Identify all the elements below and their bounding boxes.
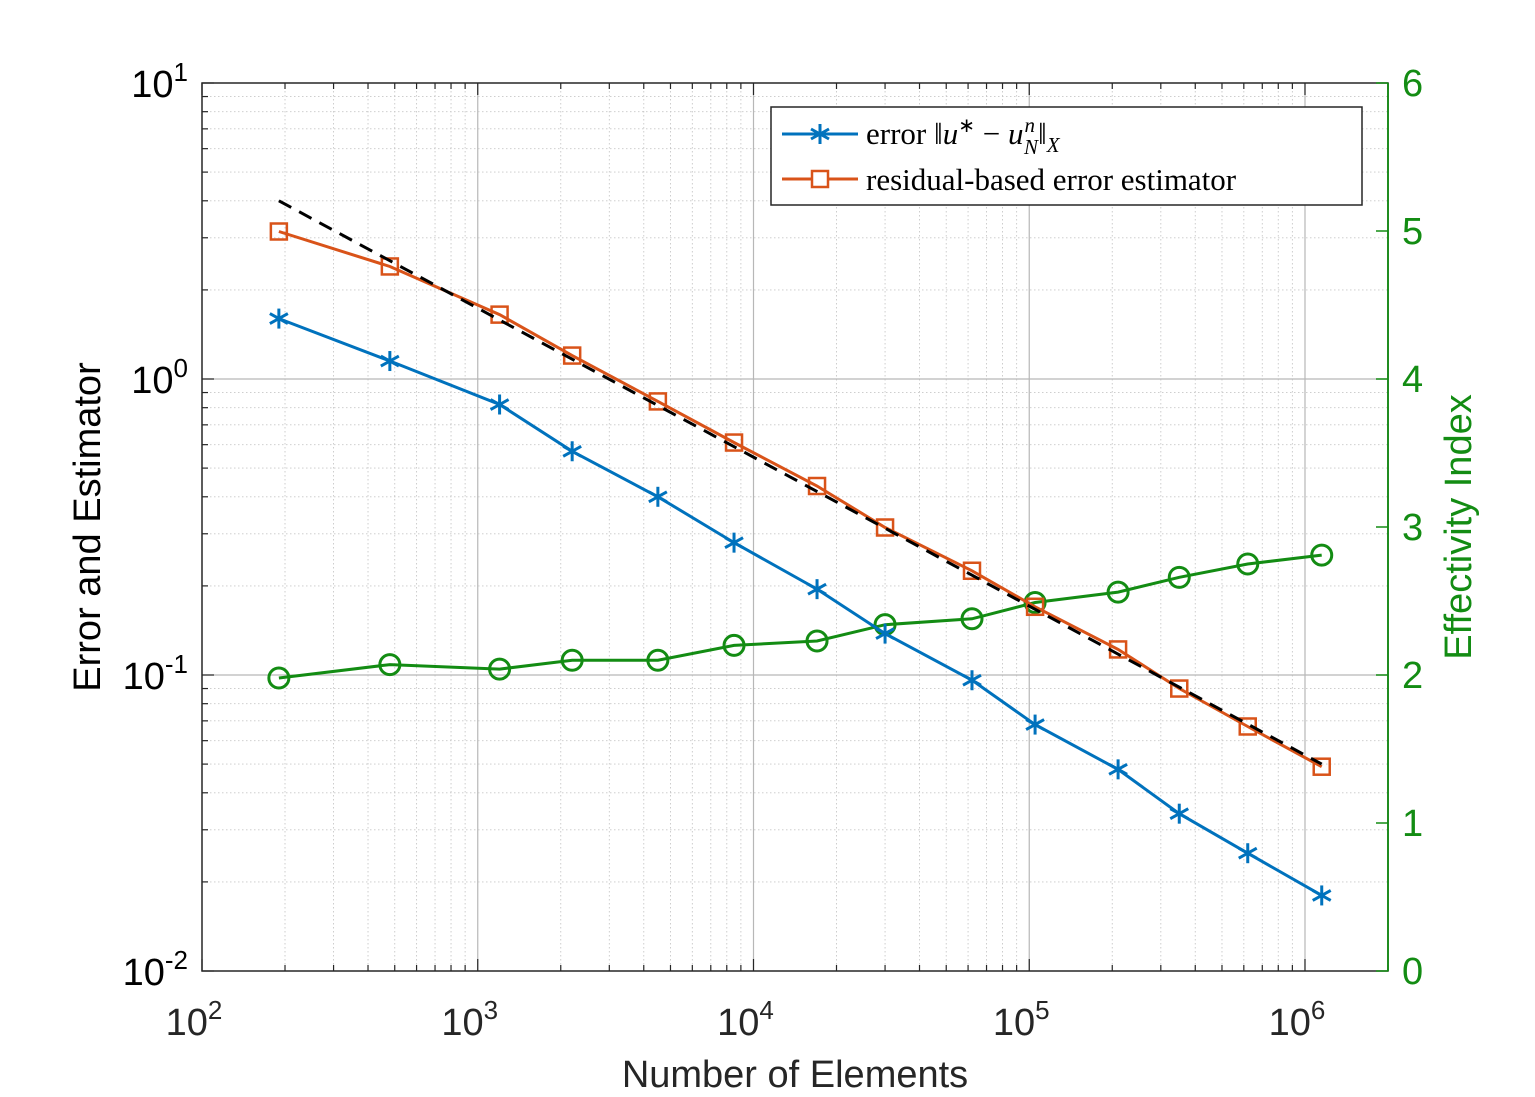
y-left-tick-label: 10-2: [123, 945, 188, 994]
plot-area: [202, 83, 1388, 971]
error-point: [1169, 803, 1189, 824]
effectivity-point: [646, 648, 670, 672]
legend-label-error: error ‖u∗ − un N‖X: [866, 113, 1061, 159]
error-point: [1025, 714, 1045, 735]
effectivity-point: [267, 666, 291, 690]
legend: error ‖u∗ − un N‖X residual-based error e…: [770, 106, 1363, 206]
error-point: [489, 394, 510, 415]
x-tick-label: 104: [717, 995, 774, 1044]
error-point: [648, 486, 668, 507]
effectivity-point: [378, 653, 402, 677]
effectivity-point: [722, 633, 746, 657]
effectivity-point: [1236, 552, 1260, 576]
y-axis-right-title: Effectivity Index: [1438, 394, 1480, 659]
reference-series-line: [278, 199, 1323, 766]
x-axis-title: Number of Elements: [622, 1054, 968, 1096]
x-tick-label: 105: [993, 995, 1050, 1044]
estimator-point: [380, 257, 400, 276]
y-axis-left-title: Error and Estimator: [67, 362, 109, 692]
error-point: [380, 351, 400, 372]
square-series-line: [278, 230, 1323, 769]
estimator-point: [1312, 757, 1331, 776]
legend-box: [770, 106, 1363, 206]
asterisk-series-line: [278, 317, 1323, 897]
y-right-tick-label: 4: [1402, 359, 1423, 401]
error-point: [807, 579, 827, 600]
error-point: [875, 623, 895, 644]
error-point: [724, 532, 744, 553]
effectivity-point: [960, 607, 984, 631]
y-right-tick-label: 2: [1402, 655, 1423, 697]
series: [267, 199, 1334, 906]
x-tick-label: 103: [441, 995, 498, 1044]
effectivity-point: [1106, 580, 1130, 604]
y-right-tick-label: 0: [1402, 951, 1423, 993]
grid: [202, 83, 1388, 971]
estimator-point: [1170, 679, 1189, 698]
error-point: [1108, 759, 1128, 780]
x-tick-label: 102: [166, 995, 223, 1044]
effectivity-point: [805, 629, 829, 653]
estimator-point: [875, 518, 895, 537]
y-left-tick-label: 10-1: [123, 649, 188, 698]
estimator-point: [269, 222, 289, 241]
y-left-tick-label: 100: [131, 353, 188, 402]
error-point: [962, 670, 982, 691]
y-right-tick-label: 1: [1402, 803, 1423, 845]
estimator-point: [962, 561, 982, 581]
effectivity-point: [1167, 565, 1191, 589]
effectivity-point: [1310, 543, 1334, 567]
legend-marker-error: [810, 124, 830, 144]
y-right-tick-label: 3: [1402, 507, 1423, 549]
error-point: [562, 441, 582, 462]
error-point: [1238, 843, 1258, 864]
y-left-tick-label: 101: [131, 57, 188, 106]
effectivity-point: [560, 648, 584, 672]
x-tick-label: 106: [1269, 995, 1326, 1044]
estimator-point: [1238, 717, 1257, 736]
legend-marker-estimator: [810, 169, 830, 189]
effectivity-point: [488, 657, 512, 681]
y-right-tick-label: 6: [1402, 63, 1423, 105]
legend-label-estimator: residual-based error estimator: [866, 162, 1237, 197]
estimator-point: [1025, 597, 1045, 617]
y-right-tick-label: 5: [1402, 211, 1423, 253]
error-point: [1312, 885, 1332, 906]
error-point: [269, 308, 289, 329]
